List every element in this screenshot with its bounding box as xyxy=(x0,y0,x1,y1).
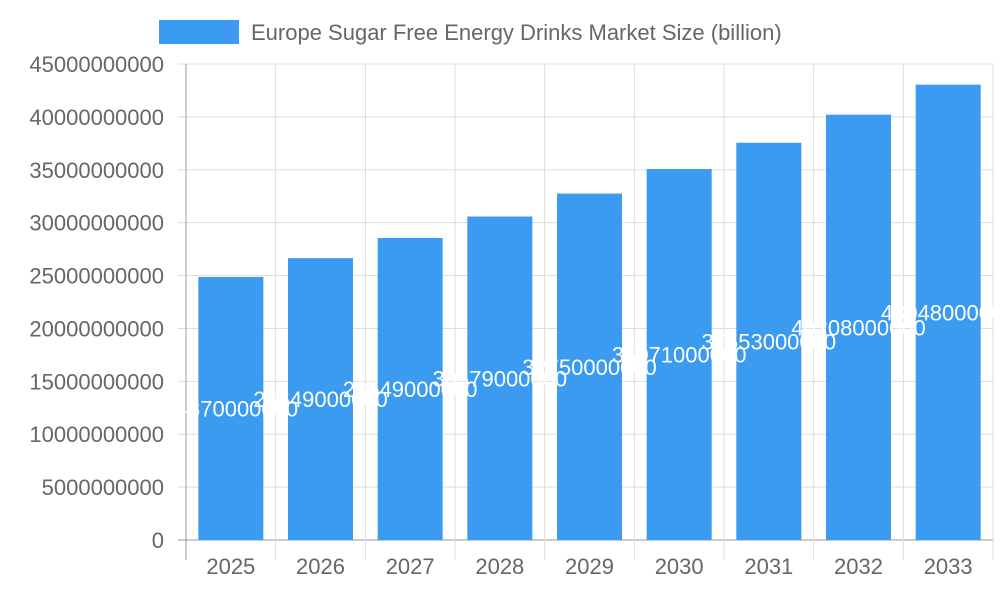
y-tick-label: 15000000000 xyxy=(29,369,164,394)
legend-swatch xyxy=(159,20,239,44)
x-tick-label: 2028 xyxy=(475,554,524,579)
data-label: 28549000000 xyxy=(343,377,478,402)
data-label: 24870000000 xyxy=(164,396,299,421)
data-label: 30579000000 xyxy=(433,366,568,391)
y-tick-label: 30000000000 xyxy=(29,211,164,236)
bar xyxy=(557,193,622,541)
legend[interactable]: Europe Sugar Free Energy Drinks Market S… xyxy=(159,20,782,45)
data-label: 32750000000 xyxy=(522,355,657,380)
x-tick-label: 2027 xyxy=(386,554,435,579)
y-tick-label: 5000000000 xyxy=(42,475,164,500)
y-tick-label: 20000000000 xyxy=(29,316,164,341)
data-label: 37553000000 xyxy=(702,329,837,354)
y-tick-label: 0 xyxy=(152,528,164,553)
y-tick-label: 40000000000 xyxy=(29,105,164,130)
x-tick-label: 2032 xyxy=(834,554,883,579)
x-tick-label: 2029 xyxy=(565,554,614,579)
x-tick-label: 2025 xyxy=(206,554,255,579)
x-tick-label: 2033 xyxy=(924,554,973,579)
bar xyxy=(467,216,533,541)
bars xyxy=(198,84,981,541)
y-tick-label: 10000000000 xyxy=(29,422,164,447)
data-label: 35071000000 xyxy=(612,343,747,368)
x-tick-label: 2026 xyxy=(296,554,345,579)
data-label: 26649000000 xyxy=(253,387,388,412)
y-tick-label: 25000000000 xyxy=(29,264,164,289)
data-label: 40208000000 xyxy=(791,315,926,340)
legend-label: Europe Sugar Free Energy Drinks Market S… xyxy=(251,20,782,45)
x-tick-label: 2031 xyxy=(744,554,793,579)
y-tick-label: 35000000000 xyxy=(29,158,164,183)
bar xyxy=(646,169,712,541)
bar xyxy=(826,114,891,540)
y-tick-label: 45000000000 xyxy=(29,52,164,77)
bar xyxy=(736,142,802,540)
data-labels: 2487000000026649000000285490000003057900… xyxy=(164,300,1000,421)
bar xyxy=(198,276,264,540)
x-axis: 2025 2026 2027 2028 2029 2030 2031 2032 2033 xyxy=(206,554,972,579)
bar xyxy=(915,84,981,540)
x-tick-label: 2030 xyxy=(655,554,704,579)
data-label: 43048000000 xyxy=(881,300,1000,325)
y-axis: 0 5000000000 10000000000 15000000000 2000000… xyxy=(29,52,164,553)
bar xyxy=(288,258,353,540)
bar xyxy=(377,238,443,540)
